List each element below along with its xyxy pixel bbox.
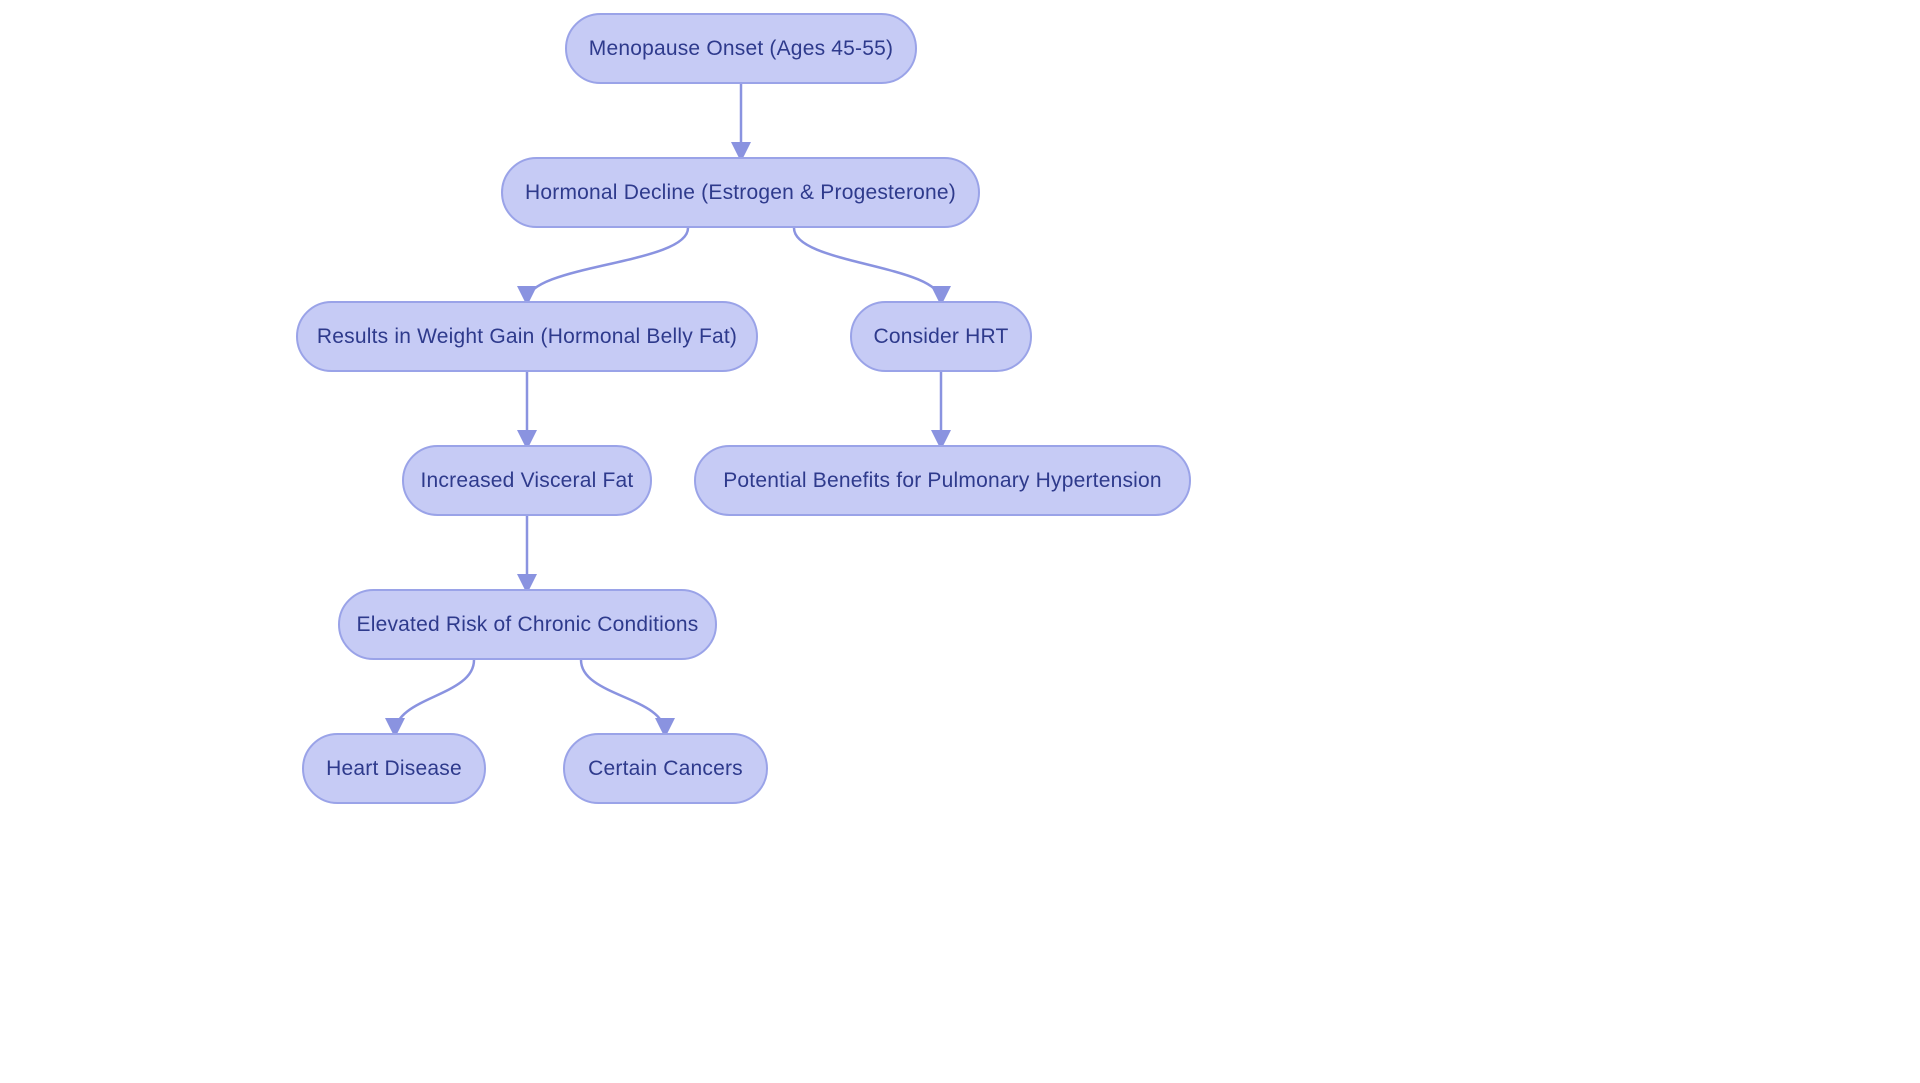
flowchart-edge-n7-n8 (395, 660, 474, 733)
flowchart-node-n2: Hormonal Decline (Estrogen & Progesteron… (501, 157, 980, 228)
flowchart-edge-n7-n9 (581, 660, 665, 733)
flowchart-edge-n2-n3 (527, 228, 688, 301)
flowchart-node-n6: Potential Benefits for Pulmonary Hyperte… (694, 445, 1191, 516)
flowchart-node-n1: Menopause Onset (Ages 45-55) (565, 13, 917, 84)
flowchart-node-n7: Elevated Risk of Chronic Conditions (338, 589, 717, 660)
flowchart-node-n3: Results in Weight Gain (Hormonal Belly F… (296, 301, 758, 372)
flowchart-node-n9: Certain Cancers (563, 733, 768, 804)
flowchart-node-n4: Consider HRT (850, 301, 1032, 372)
flowchart-node-n8: Heart Disease (302, 733, 486, 804)
flowchart-node-n5: Increased Visceral Fat (402, 445, 652, 516)
flowchart-edge-n2-n4 (794, 228, 941, 301)
